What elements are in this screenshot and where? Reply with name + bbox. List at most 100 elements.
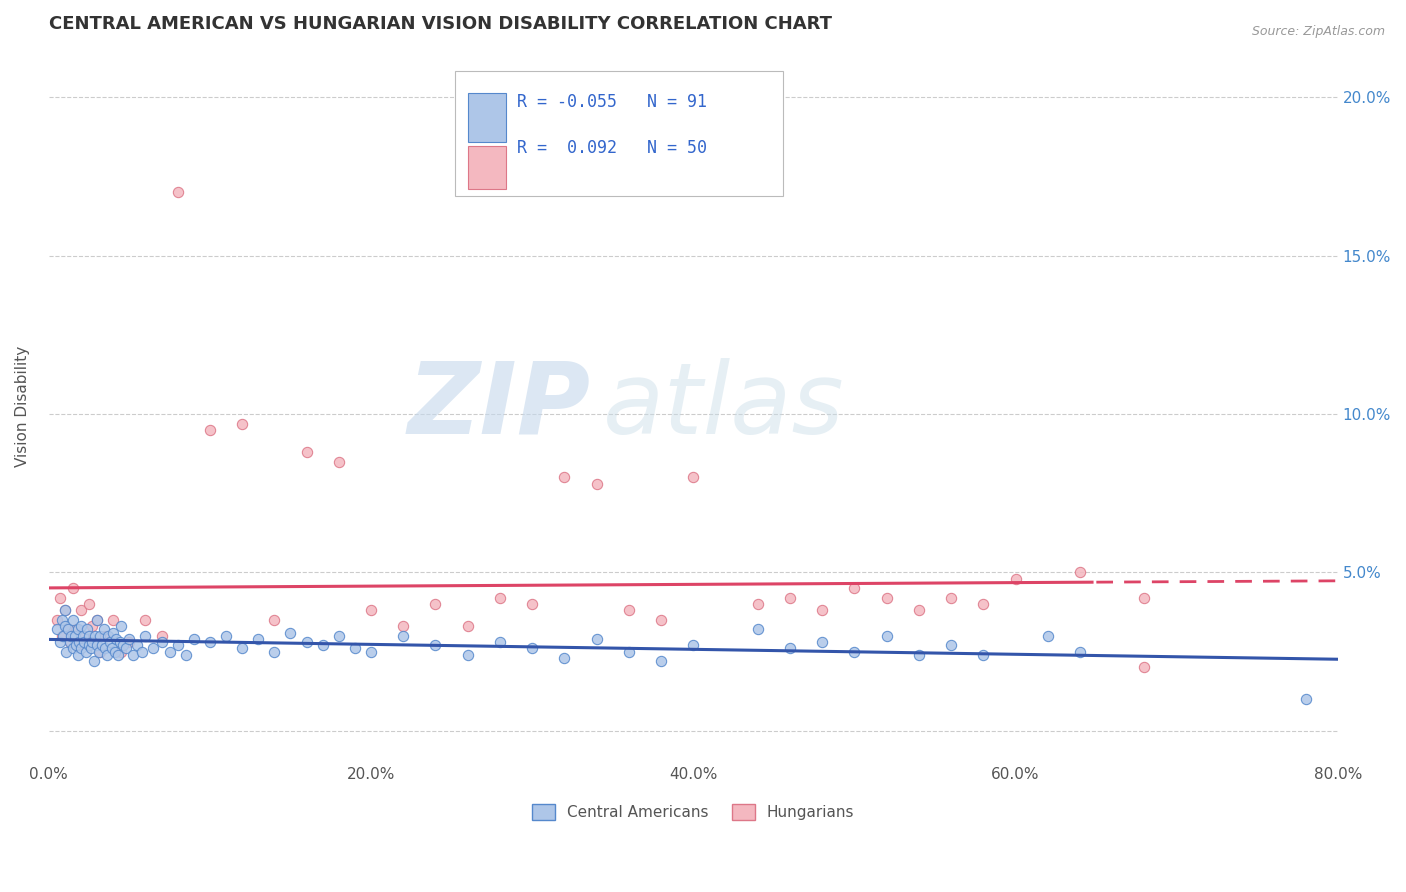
Point [60,629,83,643]
Point [51,613,73,627]
Point [1133,660,1156,674]
Y-axis label: Vision Disability: Vision Disability [15,345,30,467]
Point [107,648,129,662]
Point [118,632,141,646]
Point [100,641,122,656]
Point [70,641,93,656]
Point [56,623,79,637]
Point [94,629,117,643]
Point [131,644,153,658]
Text: ZIP: ZIP [408,358,591,455]
Point [127,638,149,652]
Point [134,613,156,627]
Point [360,603,382,617]
Point [682,638,704,652]
Point [585,632,607,646]
Point [77,629,100,643]
Point [1295,692,1317,706]
FancyBboxPatch shape [454,71,783,196]
Point [73,635,96,649]
Point [86,613,108,627]
Point [457,619,479,633]
Point [908,603,931,617]
Point [111,638,134,652]
Point [103,625,125,640]
Point [66,623,89,637]
Point [118,635,141,649]
Point [280,625,302,640]
Point [489,635,512,649]
Point [811,635,834,649]
Point [617,644,640,658]
Point [166,186,188,200]
Point [198,635,221,649]
Point [62,613,84,627]
Point [110,619,132,633]
Point [66,648,89,662]
Point [52,629,75,643]
Point [66,638,89,652]
Point [617,603,640,617]
Point [166,638,188,652]
Point [115,641,138,656]
Point [425,638,447,652]
Point [70,619,93,633]
Point [215,629,238,643]
Point [343,641,366,656]
Point [97,629,120,643]
Point [94,641,117,656]
Point [425,597,447,611]
Point [65,638,87,652]
Point [86,613,108,627]
Point [1133,591,1156,605]
Point [72,629,94,643]
Point [779,591,801,605]
Text: R = -0.055   N = 91: R = -0.055 N = 91 [516,93,707,111]
Point [939,591,962,605]
Point [96,648,118,662]
Point [104,644,127,658]
Point [150,635,173,649]
Point [87,644,110,658]
Point [295,635,318,649]
Point [1004,572,1026,586]
Point [489,591,512,605]
Point [747,597,769,611]
Text: atlas: atlas [603,358,845,455]
Point [45,613,67,627]
Point [63,629,86,643]
Point [328,629,350,643]
Point [86,638,108,652]
Point [98,635,121,649]
Point [520,597,543,611]
Point [328,454,350,468]
Point [75,644,97,658]
Point [844,644,866,658]
Point [79,641,101,656]
Point [876,591,898,605]
Point [174,648,197,662]
Point [90,638,112,652]
Point [159,644,181,658]
FancyBboxPatch shape [468,93,506,143]
Point [650,654,672,668]
Point [77,638,100,652]
Point [939,638,962,652]
Point [110,644,132,658]
Point [553,470,575,484]
Point [1069,644,1091,658]
Point [150,629,173,643]
Point [972,648,994,662]
Point [59,635,82,649]
Point [231,641,253,656]
Legend: Central Americans, Hungarians: Central Americans, Hungarians [526,797,860,826]
Point [108,635,131,649]
Point [59,635,82,649]
Point [49,635,72,649]
Point [295,445,318,459]
Point [76,623,98,637]
Point [457,648,479,662]
Point [82,619,104,633]
Point [105,632,128,646]
Point [682,470,704,484]
